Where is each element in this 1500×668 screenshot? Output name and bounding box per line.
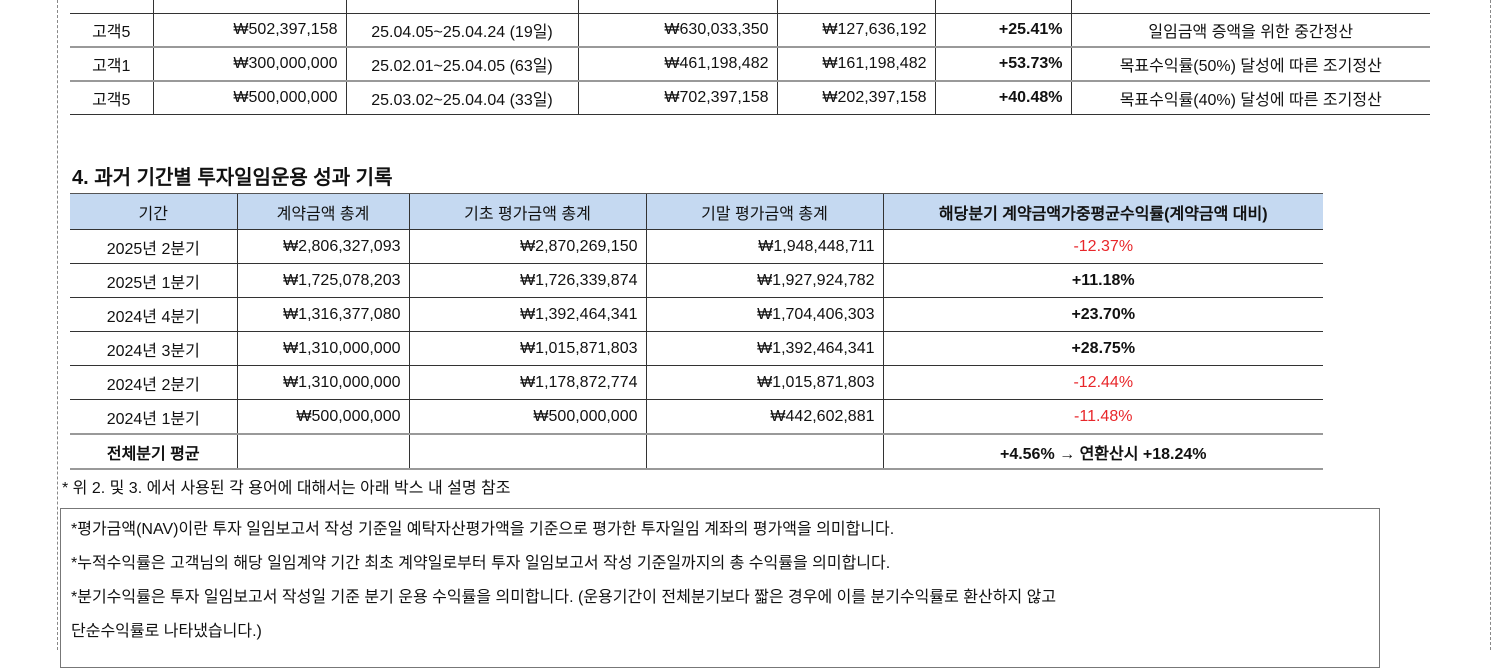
cell-contract: ₩1,310,000,000 — [236, 331, 409, 366]
table-row: 고객1 ₩300,000,000 25.02.01~25.04.05 (63일) ₩4… — [70, 47, 1430, 82]
cell-rate: +23.70% — [882, 297, 1323, 332]
cell-end: ₩1,015,871,803 — [645, 365, 883, 400]
cell-rate: -12.37% — [882, 229, 1323, 264]
section-title: 4. 과거 기간별 투자일임운용 성과 기록 — [72, 167, 393, 189]
table-row: 2025년 2분기 ₩2,806,327,093 ₩2,870,269,150 ₩1,… — [70, 229, 1323, 264]
cell-contract: ₩1,725,078,203 — [236, 263, 409, 298]
definitions-box: *평가금액(NAV)이란 투자 일임보고서 작성 기준일 예탁자산평가액을 기준… — [60, 508, 1380, 668]
cell-final-nav: ₩702,397,158 — [577, 81, 777, 115]
table-row: 2025년 1분기 ₩1,725,078,203 ₩1,726,339,874 ₩1,… — [70, 263, 1323, 298]
table-row: 고객5 ₩500,000,000 25.03.02~25.04.04 (33일) ₩7… — [70, 81, 1430, 115]
cell-start: ₩1,392,464,341 — [408, 297, 646, 332]
table-row: 2024년 2분기 ₩1,310,000,000 ₩1,178,872,774 ₩1,… — [70, 365, 1323, 400]
cell-contract: ₩300,000,000 — [152, 47, 346, 82]
table-row: 2024년 4분기 ₩1,316,377,080 ₩1,392,464,341 ₩1,… — [70, 297, 1323, 332]
performance-table: 기간 계약금액 총계 기초 평가금액 총계 기말 평가금액 총계 해당분기 계약… — [70, 193, 1323, 470]
average-value: +4.56% → 연환산시 +18.24% — [882, 433, 1323, 470]
cell-final-nav: ₩461,198,482 — [577, 47, 777, 82]
cell-contract: ₩500,000,000 — [236, 399, 409, 435]
cell-period: 25.02.01~25.04.05 (63일) — [345, 47, 578, 82]
cell-rate: -12.44% — [882, 365, 1323, 400]
header-rate: 해당분기 계약금액가중평균수익률(계약금액 대비) — [882, 193, 1323, 230]
cell-period: 2024년 1분기 — [70, 399, 237, 435]
header-contract: 계약금액 총계 — [236, 193, 409, 230]
average-row: 전체분기 평균 +4.56% → 연환산시 +18.24% — [70, 433, 1323, 470]
cell-rate: +53.73% — [934, 47, 1071, 82]
header-end-nav: 기말 평가금액 총계 — [645, 193, 883, 230]
cell-contract: ₩1,316,377,080 — [236, 297, 409, 332]
table-row: 2024년 1분기 ₩500,000,000 ₩500,000,000 ₩442,60… — [70, 399, 1323, 435]
cell-start: ₩2,870,269,150 — [408, 229, 646, 264]
cell-start: ₩1,178,872,774 — [408, 365, 646, 400]
cell-start: ₩1,726,339,874 — [408, 263, 646, 298]
cell-period: 25.03.02~25.04.04 (33일) — [345, 81, 578, 115]
cell-end: ₩1,704,406,303 — [645, 297, 883, 332]
definition-line: *평가금액(NAV)이란 투자 일임보고서 작성 기준일 예탁자산평가액을 기준… — [71, 521, 895, 538]
table-row-clipped — [70, 0, 1430, 14]
table-row: 2024년 3분기 ₩1,310,000,000 ₩1,015,871,803 ₩1,… — [70, 331, 1323, 366]
cell-profit: ₩161,198,482 — [776, 47, 935, 82]
cell-contract: ₩1,310,000,000 — [236, 365, 409, 400]
cell-rate: +11.18% — [882, 263, 1323, 298]
cell-end: ₩442,602,881 — [645, 399, 883, 435]
cell-client: 고객5 — [70, 13, 153, 48]
cell-period: 2024년 4분기 — [70, 297, 237, 332]
cell-final-nav: ₩630,033,350 — [577, 13, 777, 48]
cell-reason: 목표수익률(40%) 달성에 따른 조기정산 — [1070, 81, 1430, 115]
cell-reason: 일임금액 증액을 위한 중간정산 — [1070, 13, 1430, 48]
cell-client: 고객5 — [70, 81, 153, 115]
cell-rate: -11.48% — [882, 399, 1323, 435]
definition-line: *분기수익률은 투자 일임보고서 작성일 기준 분기 운용 수익률을 의미합니다… — [71, 589, 1057, 606]
cell-reason: 목표수익률(50%) 달성에 따른 조기정산 — [1070, 47, 1430, 82]
average-label: 전체분기 평균 — [70, 433, 237, 470]
cell-start: ₩500,000,000 — [408, 399, 646, 435]
table-row: 고객5 ₩502,397,158 25.04.05~25.04.24 (19일) ₩6… — [70, 13, 1430, 48]
cell-period: 2024년 3분기 — [70, 331, 237, 366]
settlement-table: 고객5 ₩502,397,158 25.04.05~25.04.24 (19일) ₩6… — [70, 0, 1430, 115]
definition-line: 단순수익률로 나타냈습니다.) — [71, 623, 262, 640]
cell-rate: +25.41% — [934, 13, 1071, 48]
header-period: 기간 — [70, 193, 237, 230]
definition-line: *누적수익률은 고객님의 해당 일임계약 기간 최초 계약일로부터 투자 일임보… — [71, 555, 891, 572]
cell-contract: ₩2,806,327,093 — [236, 229, 409, 264]
cell-contract: ₩502,397,158 — [152, 13, 346, 48]
cell-period: 2024년 2분기 — [70, 365, 237, 400]
cell-end: ₩1,948,448,711 — [645, 229, 883, 264]
cell-contract: ₩500,000,000 — [152, 81, 346, 115]
cell-profit: ₩202,397,158 — [776, 81, 935, 115]
header-start-nav: 기초 평가금액 총계 — [408, 193, 646, 230]
page-border-left — [57, 0, 58, 650]
note-text: * 위 2. 및 3. 에서 사용된 각 용어에 대해서는 아래 박스 내 설명… — [62, 480, 511, 497]
cell-start: ₩1,015,871,803 — [408, 331, 646, 366]
cell-period: 2025년 2분기 — [70, 229, 237, 264]
cell-end: ₩1,392,464,341 — [645, 331, 883, 366]
page-border-right — [1490, 0, 1491, 650]
cell-client: 고객1 — [70, 47, 153, 82]
cell-profit: ₩127,636,192 — [776, 13, 935, 48]
cell-period: 2025년 1분기 — [70, 263, 237, 298]
cell-period: 25.04.05~25.04.24 (19일) — [345, 13, 578, 48]
cell-rate: +40.48% — [934, 81, 1071, 115]
cell-end: ₩1,927,924,782 — [645, 263, 883, 298]
cell-rate: +28.75% — [882, 331, 1323, 366]
